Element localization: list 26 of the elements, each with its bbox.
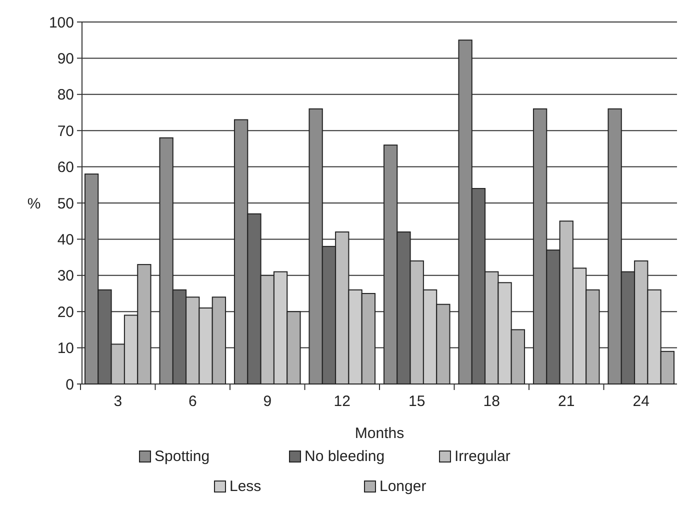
legend-label: No bleeding bbox=[304, 448, 385, 465]
x-tick-label: 3 bbox=[114, 393, 122, 410]
y-tick-label: 40 bbox=[57, 231, 74, 248]
y-tick-label: 100 bbox=[48, 14, 74, 32]
x-tick-label: 18 bbox=[483, 393, 500, 410]
x-tick-label: 9 bbox=[263, 393, 272, 410]
legend-label: Spotting bbox=[154, 448, 210, 465]
y-tick-label: 10 bbox=[57, 340, 74, 358]
y-tick-label: 0 bbox=[66, 376, 74, 394]
y-tick-label: 70 bbox=[57, 122, 74, 140]
x-tick-label: 21 bbox=[558, 393, 575, 410]
y-tick-label: 50 bbox=[57, 195, 74, 212]
y-tick-label: 30 bbox=[57, 268, 74, 285]
x-tick-label: 24 bbox=[632, 393, 650, 410]
legend-label: Irregular bbox=[454, 448, 510, 465]
legend-label: Longer bbox=[380, 478, 426, 495]
x-tick-label: 15 bbox=[408, 393, 426, 410]
y-tick-label: 60 bbox=[57, 159, 74, 176]
y-axis-title: % bbox=[27, 195, 41, 212]
x-tick-label: 6 bbox=[188, 393, 197, 410]
x-tick-label: 12 bbox=[334, 393, 350, 410]
y-tick-label: 80 bbox=[57, 86, 74, 104]
y-tick-label: 20 bbox=[57, 304, 74, 321]
x-axis-title: Months bbox=[354, 425, 404, 442]
legend-label: Less bbox=[230, 478, 262, 495]
y-tick-label: 90 bbox=[57, 50, 74, 68]
